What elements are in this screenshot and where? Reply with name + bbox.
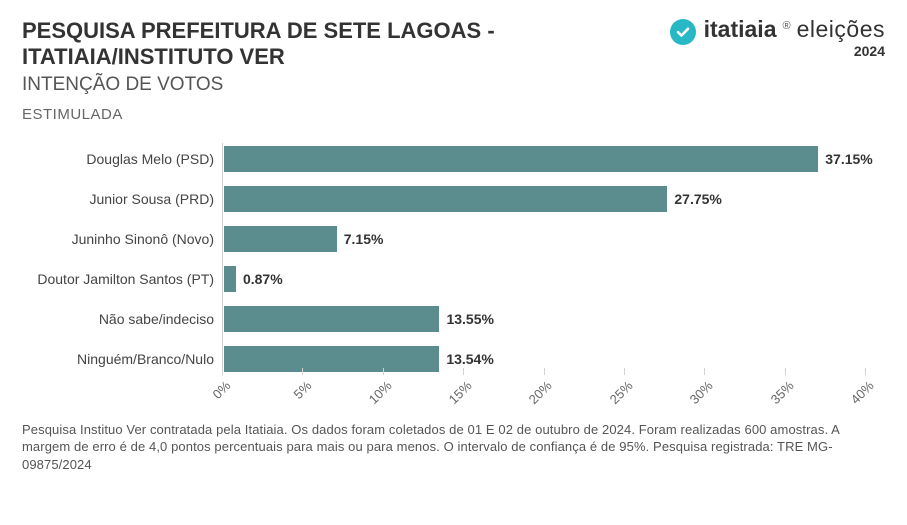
category-label: Juninho Sinonô (Novo) <box>22 225 214 253</box>
axis-tick-label: 40% <box>848 378 877 407</box>
bar-chart: 37.15% 27.75% 7.15% 0.87% 13.55% 13.54% 0% 5% 1… <box>22 137 885 421</box>
bar-row: 13.55% <box>223 305 865 333</box>
bar-row: 7.15% <box>223 225 865 253</box>
axis-tick-label: 20% <box>526 378 555 407</box>
axis-tick-label: 10% <box>365 378 394 407</box>
bar-value: 13.55% <box>446 305 493 333</box>
subtitle2: ESTIMULADA <box>22 106 582 123</box>
check-icon <box>670 19 696 45</box>
axis-tick-label: 5% <box>290 378 314 402</box>
bar <box>223 225 338 253</box>
axis-tick: 10% <box>383 368 384 375</box>
footnote: Pesquisa Instituo Ver contratada pela It… <box>22 421 885 474</box>
bar <box>223 185 668 213</box>
axis-tick: 0% <box>222 368 223 375</box>
axis-tick: 30% <box>704 368 705 375</box>
chart-card: PESQUISA PREFEITURA DE SETE LAGOAS - ITA… <box>0 0 907 525</box>
bar-value: 27.75% <box>674 185 721 213</box>
bar-value: 7.15% <box>344 225 384 253</box>
bar-row: 37.15% <box>223 145 865 173</box>
category-label: Douglas Melo (PSD) <box>22 145 214 173</box>
axis-tick: 40% <box>865 368 866 375</box>
bar <box>223 305 440 333</box>
bar-value: 37.15% <box>825 145 872 173</box>
axis-tick-label: 35% <box>767 378 796 407</box>
axis-tick: 20% <box>544 368 545 375</box>
bar-value: 0.87% <box>243 265 283 293</box>
axis-tick-label: 30% <box>687 378 716 407</box>
subtitle: INTENÇÃO DE VOTOS <box>22 74 582 96</box>
plot-area: 37.15% 27.75% 7.15% 0.87% 13.55% 13.54% <box>222 143 865 375</box>
brand-year: 2024 <box>670 43 885 59</box>
axis-tick-label: 0% <box>210 378 234 402</box>
brand-eleicoes: eleições <box>797 16 885 43</box>
category-label: Não sabe/indeciso <box>22 305 214 333</box>
axis-tick: 15% <box>463 368 464 375</box>
bar <box>223 145 819 173</box>
bar <box>223 345 440 373</box>
title: PESQUISA PREFEITURA DE SETE LAGOAS - ITA… <box>22 18 582 70</box>
brand-reg: ® <box>783 20 791 32</box>
title-block: PESQUISA PREFEITURA DE SETE LAGOAS - ITA… <box>22 18 582 123</box>
category-label: Doutor Jamilton Santos (PT) <box>22 265 214 293</box>
bar <box>223 265 237 293</box>
brand-block: itatiaia ® eleições 2024 <box>670 18 885 59</box>
header: PESQUISA PREFEITURA DE SETE LAGOAS - ITA… <box>22 18 885 123</box>
bars-layer: 37.15% 27.75% 7.15% 0.87% 13.55% 13.54% <box>223 143 865 375</box>
axis-tick: 5% <box>302 368 303 375</box>
brand-text: itatiaia ® eleições <box>704 16 885 43</box>
bar-value: 13.54% <box>446 345 493 373</box>
brand-itatiaia: itatiaia <box>704 16 777 43</box>
axis-tick: 25% <box>624 368 625 375</box>
brand: itatiaia ® eleições <box>670 18 885 45</box>
category-label: Junior Sousa (PRD) <box>22 185 214 213</box>
bar-row: 0.87% <box>223 265 865 293</box>
axis-tick: 35% <box>785 368 786 375</box>
axis-tick-label: 15% <box>446 378 475 407</box>
axis-tick-label: 25% <box>606 378 635 407</box>
x-axis: 0%5%10%15%20%25%30%35%40% <box>222 375 865 421</box>
bar-row: 27.75% <box>223 185 865 213</box>
category-label: Ninguém/Branco/Nulo <box>22 345 214 373</box>
